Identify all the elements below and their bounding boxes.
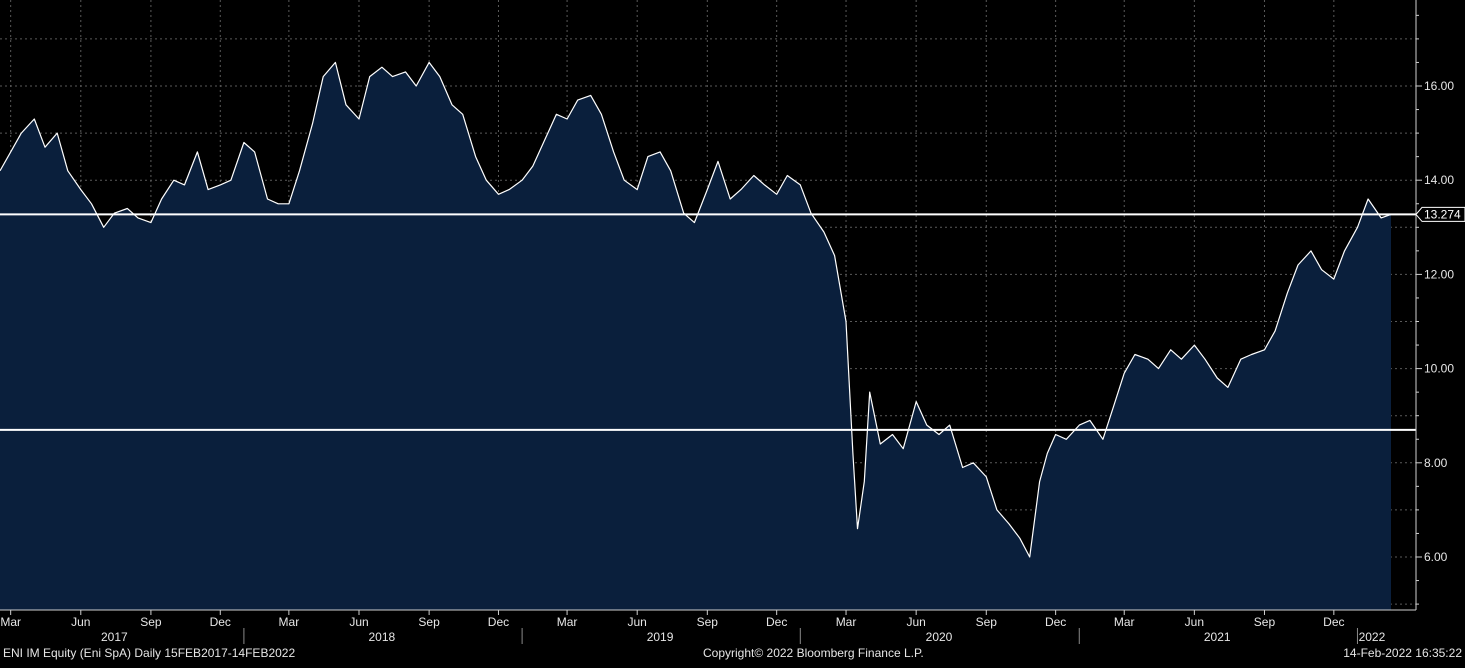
x-month-label: Dec: [488, 615, 509, 629]
x-year-label: 2021: [1204, 630, 1231, 644]
copyright-text: Copyright© 2022 Bloomberg Finance L.P.: [703, 646, 924, 660]
x-month-label: Sep: [697, 615, 719, 629]
x-month-label: Jun: [349, 615, 368, 629]
x-month-label: Sep: [418, 615, 440, 629]
security-description: ENI IM Equity (Eni SpA) Daily 15FEB2017-…: [3, 646, 296, 660]
x-month-label: Mar: [836, 615, 857, 629]
price-line: [0, 61, 1392, 558]
x-month-label: Mar: [279, 615, 300, 629]
x-year-label: 2019: [647, 630, 674, 644]
x-month-label: Dec: [1045, 615, 1066, 629]
timestamp: 14-Feb-2022 16:35:22: [1343, 646, 1462, 660]
x-month-label: Sep: [976, 615, 998, 629]
y-tick-label: 16.00: [1424, 79, 1454, 93]
x-year-label: 2017: [101, 630, 128, 644]
last-value-label: 13.274: [1424, 207, 1461, 221]
x-month-label: Jun: [906, 615, 925, 629]
y-tick-label: 12.00: [1424, 267, 1454, 281]
x-month-label: Dec: [766, 615, 787, 629]
x-month-label: Sep: [140, 615, 162, 629]
x-year-label: 2020: [926, 630, 953, 644]
x-month-label: Jun: [628, 615, 647, 629]
y-tick-label: 6.00: [1424, 550, 1448, 564]
y-tick-label: 10.00: [1424, 362, 1454, 376]
last-value-marker: [1415, 206, 1465, 222]
x-month-label: Sep: [1254, 615, 1276, 629]
x-month-label: Dec: [1323, 615, 1344, 629]
x-month-label: Jun: [1185, 615, 1204, 629]
status-bar: ENI IM Equity (Eni SpA) Daily 15FEB2017-…: [0, 644, 1465, 663]
x-month-label: Mar: [0, 615, 21, 629]
x-year-label: 2018: [369, 630, 396, 644]
series-layer: [0, 61, 1392, 610]
x-year-label: 2022: [1359, 630, 1386, 644]
x-month-label: Mar: [1114, 615, 1135, 629]
y-tick-label: 8.00: [1424, 456, 1448, 470]
price-area: [0, 62, 1391, 610]
y-tick-label: 14.00: [1424, 173, 1454, 187]
reference-lines: [0, 213, 1416, 431]
axes: 6.00 8.00 10.00 12.00 14.00 16.00 13.274 Mar Jun…: [0, 0, 1465, 644]
x-month-label: Dec: [210, 615, 231, 629]
x-month-label: Mar: [557, 615, 578, 629]
x-month-label: Jun: [71, 615, 90, 629]
